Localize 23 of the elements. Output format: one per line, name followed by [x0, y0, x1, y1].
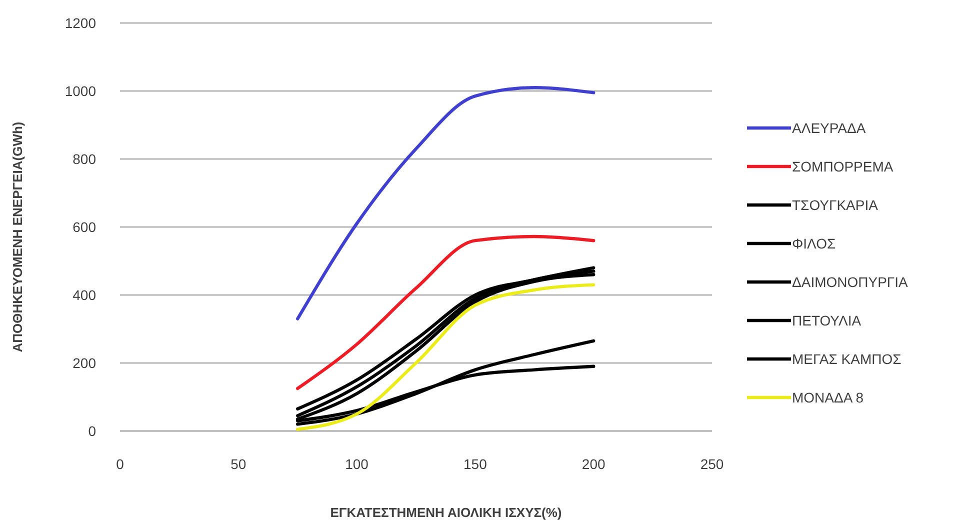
x-tick-label: 150: [464, 456, 488, 472]
x-tick-label: 100: [345, 456, 369, 472]
y-tick-label: 1200: [64, 14, 96, 31]
y-tick-label: 800: [72, 150, 96, 167]
x-tick-label: 250: [700, 456, 724, 472]
legend-label: ΑΛΕΥΡΑΔΑ: [792, 120, 866, 136]
legend-label: ΤΣΟΥΓΚΑΡΙΑ: [792, 196, 879, 213]
legend-label: ΦΙΛΟΣ: [792, 235, 836, 252]
x-axis-title: ΕΓΚΑΤΕΣΤΗΜΕΝΗ ΑΙΟΛΙΚΗ ΙΣΧΥΣ(%): [330, 505, 562, 520]
y-tick-label: 200: [72, 354, 96, 371]
y-tick-label: 0: [88, 422, 96, 439]
y-tick-label: 400: [72, 286, 96, 303]
legend-label: ΔΑΙΜΟΝΟΠΥΡΓΙΑ: [792, 274, 909, 290]
x-tick-label: 200: [582, 456, 606, 472]
legend-label: ΜΟΝΑΔΑ 8: [792, 389, 864, 406]
x-tick-label: 50: [230, 456, 246, 472]
y-axis-title: ΑΠΟΘΗΚΕΥΟΜΕΝΗ ΕΝΕΡΓΕΙΑ(GWh): [10, 122, 25, 352]
y-tick-label: 1000: [64, 82, 96, 99]
legend-label: ΜΕΓΑΣ ΚΑΜΠΟΣ: [792, 350, 902, 367]
legend-label: ΠΕΤΟΥΛΙΑ: [792, 312, 862, 328]
x-tick-label: 0: [116, 456, 124, 472]
legend-label: ΣΟΜΠΟΡΡΕΜΑ: [792, 158, 894, 174]
y-tick-label: 600: [72, 218, 96, 235]
